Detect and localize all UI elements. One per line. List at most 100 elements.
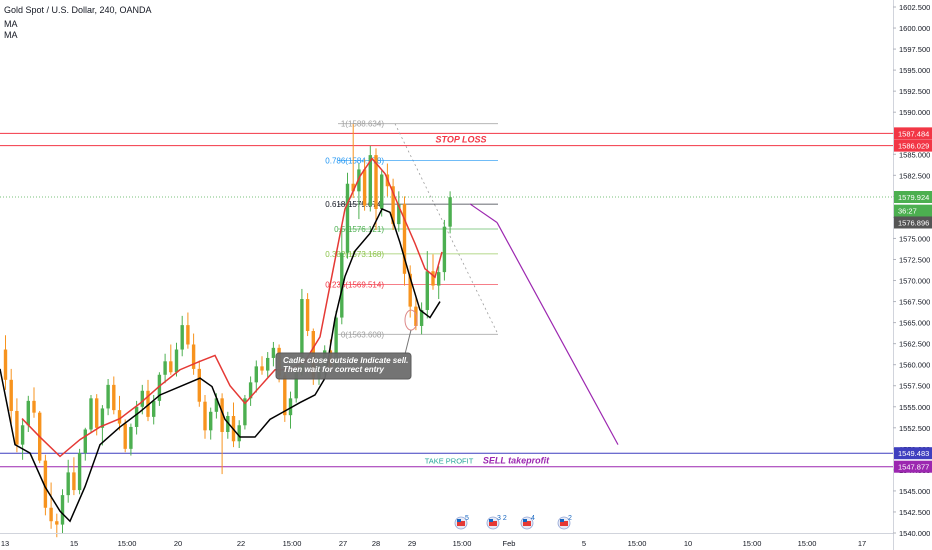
candle[interactable]: [180, 325, 184, 350]
candle[interactable]: [397, 203, 401, 225]
candle[interactable]: [305, 299, 310, 332]
flag-canton: [560, 519, 564, 522]
candle[interactable]: [55, 521, 59, 525]
candle[interactable]: [226, 416, 230, 433]
candle[interactable]: [100, 408, 105, 428]
candle[interactable]: [3, 349, 8, 380]
candle[interactable]: [243, 398, 247, 426]
candle[interactable]: [288, 398, 293, 416]
candle[interactable]: [248, 382, 253, 399]
candle[interactable]: [197, 368, 201, 402]
candle[interactable]: [95, 398, 99, 428]
candle[interactable]: [129, 426, 133, 449]
candle[interactable]: [72, 472, 76, 491]
candle[interactable]: [414, 306, 418, 326]
candle[interactable]: [134, 406, 139, 427]
candle[interactable]: [419, 309, 424, 326]
candle[interactable]: [340, 252, 344, 318]
candle[interactable]: [448, 197, 452, 227]
candle[interactable]: [220, 398, 224, 433]
candle[interactable]: [431, 271, 435, 286]
indicator-ma-2[interactable]: MA: [4, 30, 18, 40]
price-badge[interactable]: [894, 460, 932, 473]
candle[interactable]: [9, 379, 13, 411]
candle[interactable]: [237, 425, 241, 442]
projection-line-2[interactable]: [496, 222, 619, 445]
candle[interactable]: [117, 410, 122, 424]
candle[interactable]: [442, 226, 447, 273]
event-count: 4: [531, 515, 535, 522]
candle[interactable]: [380, 174, 384, 209]
ma-slow-line[interactable]: [0, 208, 441, 523]
price-badge[interactable]: [894, 127, 932, 140]
flag-stripe: [560, 521, 568, 526]
candle[interactable]: [351, 183, 355, 192]
candle[interactable]: [368, 155, 372, 206]
candle[interactable]: [15, 410, 19, 445]
candle[interactable]: [77, 453, 82, 491]
candle[interactable]: [214, 398, 219, 412]
candle[interactable]: [152, 400, 156, 417]
price-badge[interactable]: [894, 204, 932, 217]
candle[interactable]: [345, 183, 350, 253]
candle[interactable]: [32, 400, 36, 413]
time-tick-label: 15:00: [118, 539, 137, 548]
candle[interactable]: [334, 317, 338, 367]
candle[interactable]: [89, 398, 93, 430]
flag-canton: [489, 519, 493, 522]
price-badge-label: 1576.896: [898, 218, 929, 227]
candle[interactable]: [43, 460, 48, 508]
indicator-ma-1[interactable]: MA: [4, 19, 18, 29]
candle[interactable]: [391, 186, 395, 225]
ma-fast-line[interactable]: [21, 157, 443, 458]
candle[interactable]: [140, 390, 144, 407]
candle[interactable]: [362, 169, 367, 206]
price-badge[interactable]: [894, 447, 932, 460]
candle[interactable]: [209, 411, 213, 431]
candle[interactable]: [283, 375, 287, 416]
candle[interactable]: [203, 401, 207, 431]
candle[interactable]: [186, 325, 190, 345]
candle[interactable]: [300, 299, 304, 372]
price-badge[interactable]: [894, 190, 932, 203]
candle[interactable]: [374, 155, 378, 209]
candle[interactable]: [437, 272, 441, 286]
projection-line-1[interactable]: [469, 203, 498, 223]
candle[interactable]: [106, 384, 110, 409]
candle[interactable]: [83, 429, 87, 454]
candle[interactable]: [49, 507, 53, 522]
price-badge[interactable]: [894, 216, 932, 229]
candle[interactable]: [408, 273, 412, 307]
candle[interactable]: [425, 271, 429, 310]
time-tick-label: 27: [339, 539, 347, 548]
candle[interactable]: [146, 390, 150, 417]
time-tick-label: 20: [174, 539, 182, 548]
time-tick-label: 15:00: [283, 539, 302, 548]
candle[interactable]: [123, 423, 127, 449]
candle[interactable]: [112, 384, 116, 411]
candle[interactable]: [60, 495, 65, 525]
candle[interactable]: [157, 374, 162, 401]
callout-text: Then wait for correct entry: [283, 365, 384, 374]
candle[interactable]: [174, 349, 179, 373]
candle[interactable]: [20, 425, 25, 445]
candle[interactable]: [191, 344, 196, 369]
candle[interactable]: [26, 400, 30, 426]
sell-takeprofit-label: SELL takeprofit: [483, 456, 550, 466]
candle[interactable]: [294, 371, 298, 399]
time-tick-label: 5: [582, 539, 586, 548]
callout-box[interactable]: [275, 352, 412, 380]
price-tick-label: 1575.000: [899, 234, 930, 243]
price-badge[interactable]: [894, 139, 932, 152]
candle[interactable]: [260, 366, 264, 371]
candle[interactable]: [169, 361, 173, 373]
fib-trend-line[interactable]: [394, 123, 499, 335]
time-axis[interactable]: 13 15 15:00 20 22 15:00 27 28 29 15:00 Feb 5 15:00 10…: [0, 533, 893, 549]
candle[interactable]: [402, 203, 407, 274]
candle[interactable]: [271, 347, 276, 358]
candle[interactable]: [266, 357, 270, 371]
candle[interactable]: [254, 366, 258, 383]
candle[interactable]: [66, 472, 70, 496]
candle[interactable]: [163, 361, 167, 375]
